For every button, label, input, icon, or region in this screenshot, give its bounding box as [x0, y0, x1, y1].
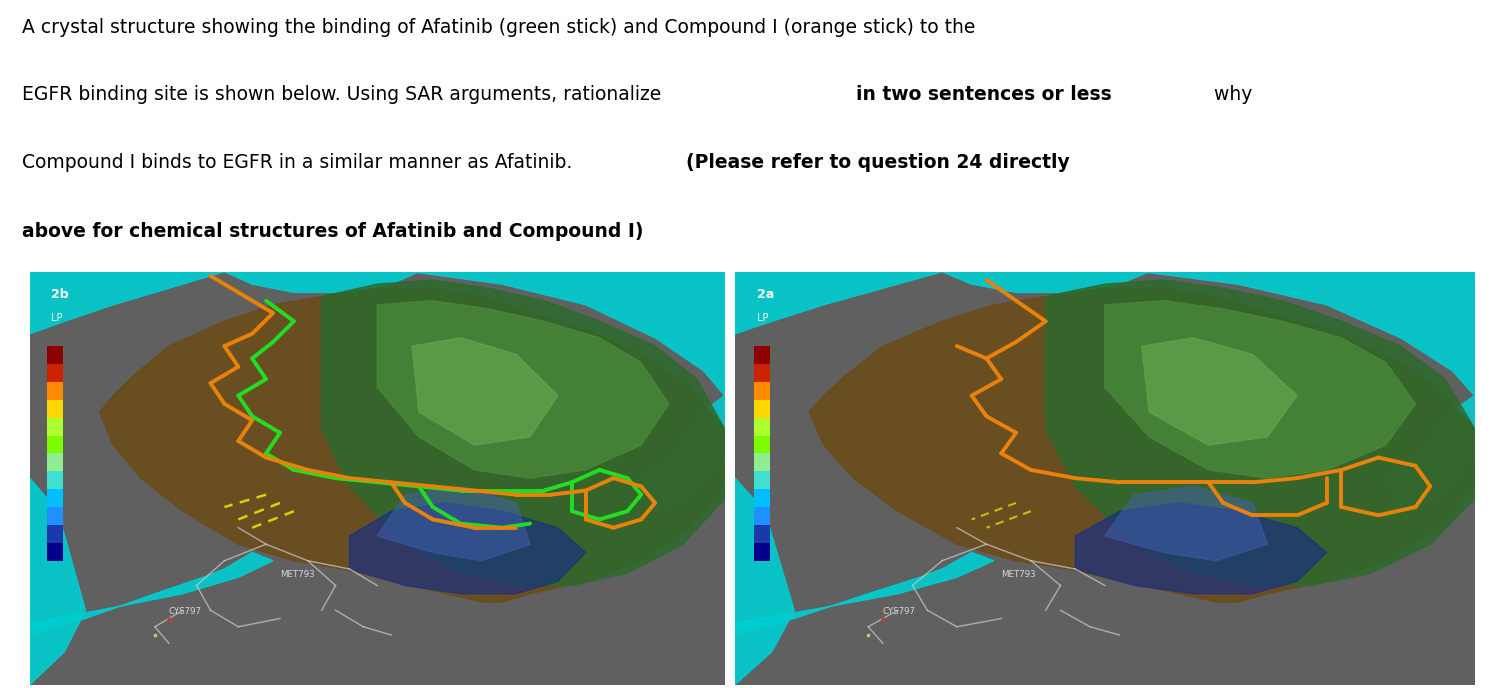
Bar [48, 382, 63, 400]
Text: A crystal structure showing the binding of Afatinib (green stick) and Compound I: A crystal structure showing the binding … [22, 19, 976, 37]
Bar [48, 364, 63, 382]
Polygon shape [376, 301, 669, 478]
Polygon shape [1046, 280, 1475, 585]
Text: above for chemical structures of Afatinib and Compound I): above for chemical structures of Afatini… [22, 222, 644, 241]
Polygon shape [376, 486, 530, 561]
Text: CYS797: CYS797 [169, 608, 202, 616]
Polygon shape [224, 272, 418, 292]
Polygon shape [641, 396, 725, 511]
Bar [753, 400, 769, 418]
Bar [753, 382, 769, 400]
Text: 2a: 2a [757, 288, 774, 301]
Bar [48, 525, 63, 543]
Bar [48, 507, 63, 525]
Polygon shape [321, 280, 725, 585]
Text: 2b: 2b [51, 288, 69, 301]
Polygon shape [99, 288, 725, 602]
Polygon shape [412, 338, 557, 445]
Polygon shape [810, 288, 1475, 602]
Text: why: why [1207, 85, 1252, 105]
Polygon shape [1141, 338, 1297, 445]
Bar [48, 400, 63, 418]
Bar [48, 471, 63, 489]
Polygon shape [735, 552, 994, 635]
Text: (Please refer to question 24 directly: (Please refer to question 24 directly [686, 153, 1070, 171]
Bar [753, 364, 769, 382]
Polygon shape [30, 478, 85, 685]
Bar [753, 471, 769, 489]
Bar [48, 543, 63, 561]
Bar [48, 418, 63, 436]
Bar [753, 418, 769, 436]
Text: Compound I binds to EGFR in a similar manner as Afatinib.: Compound I binds to EGFR in a similar ma… [22, 153, 578, 171]
Bar [48, 436, 63, 453]
Polygon shape [1106, 301, 1415, 478]
Polygon shape [943, 272, 1149, 292]
Bar [753, 453, 769, 471]
Text: EGFR binding site is shown below. Using SAR arguments, rationalize: EGFR binding site is shown below. Using … [22, 85, 668, 105]
Bar [753, 346, 769, 364]
Text: MET793: MET793 [279, 570, 315, 579]
Text: CYS797: CYS797 [883, 608, 916, 616]
Polygon shape [412, 272, 725, 396]
Bar [753, 436, 769, 453]
Bar [753, 525, 769, 543]
Bar [48, 346, 63, 364]
Polygon shape [1141, 272, 1475, 396]
Polygon shape [1386, 396, 1475, 511]
Bar [753, 543, 769, 561]
Polygon shape [350, 503, 586, 594]
Polygon shape [30, 552, 273, 635]
Text: MET793: MET793 [1001, 570, 1035, 579]
Text: LP: LP [51, 313, 63, 323]
Polygon shape [1106, 486, 1267, 561]
Bar [753, 489, 769, 507]
Polygon shape [1076, 503, 1327, 594]
Polygon shape [735, 272, 943, 334]
Polygon shape [30, 272, 224, 334]
Text: in two sentences or less: in two sentences or less [856, 85, 1112, 105]
Polygon shape [735, 478, 795, 685]
Bar [48, 453, 63, 471]
Bar [753, 507, 769, 525]
Bar [48, 489, 63, 507]
Text: LP: LP [757, 313, 769, 323]
